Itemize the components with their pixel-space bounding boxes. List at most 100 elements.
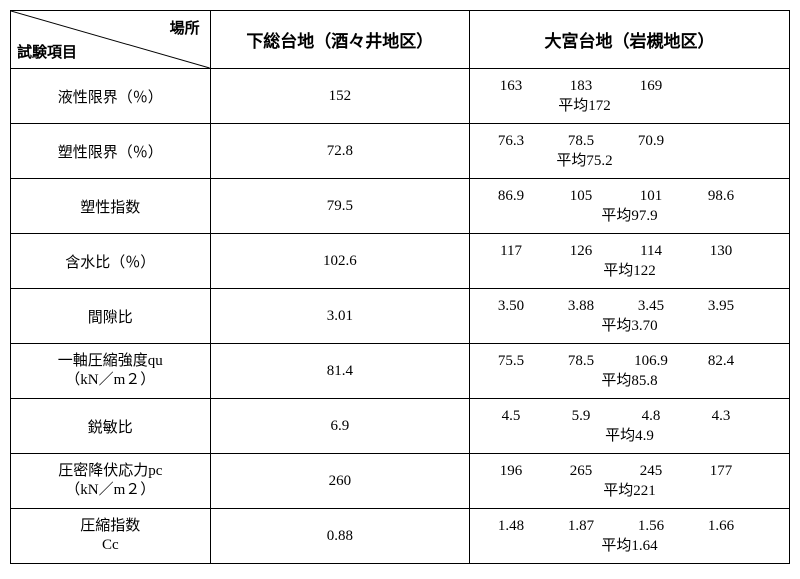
omiya-value: 76.3 bbox=[476, 132, 546, 150]
table-body: 液性限界（％）152163183169平均172塑性限界（％）72.876.37… bbox=[11, 69, 790, 564]
header-row: 試験項目 場所 下総台地（酒々井地区） 大宮台地（岩槻地区） bbox=[11, 11, 790, 69]
value-omiya: 75.578.5106.982.4 平均85.8 bbox=[470, 344, 790, 399]
soil-test-table: 試験項目 場所 下総台地（酒々井地区） 大宮台地（岩槻地区） 液性限界（％）15… bbox=[10, 10, 790, 564]
omiya-average: 平均85.8 bbox=[476, 372, 783, 390]
omiya-values: 76.378.570.9 bbox=[476, 132, 783, 150]
omiya-value: 75.5 bbox=[476, 352, 546, 370]
omiya-value: 1.56 bbox=[616, 517, 686, 535]
omiya-value: 126 bbox=[546, 242, 616, 260]
row-label: 圧密降伏応力pc（kN／m２） bbox=[11, 454, 211, 509]
omiya-values: 196265245177 bbox=[476, 462, 783, 480]
omiya-value: 114 bbox=[616, 242, 686, 260]
omiya-values: 75.578.5106.982.4 bbox=[476, 352, 783, 370]
omiya-value: 1.87 bbox=[546, 517, 616, 535]
omiya-value: 130 bbox=[686, 242, 756, 260]
header-row-label: 試験項目 bbox=[17, 41, 77, 62]
omiya-values: 117126114130 bbox=[476, 242, 783, 260]
value-shimousa: 81.4 bbox=[210, 344, 469, 399]
table-row: 塑性指数79.5 86.910510198.6 平均97.9 bbox=[11, 179, 790, 234]
omiya-value: 3.88 bbox=[546, 297, 616, 315]
value-shimousa: 260 bbox=[210, 454, 469, 509]
row-label: 鋭敏比 bbox=[11, 399, 211, 454]
omiya-average: 平均97.9 bbox=[476, 207, 783, 225]
row-label: 液性限界（％） bbox=[11, 69, 211, 124]
omiya-value: 78.5 bbox=[546, 132, 616, 150]
omiya-value: 86.9 bbox=[476, 187, 546, 205]
omiya-value: 117 bbox=[476, 242, 546, 260]
omiya-value: 3.95 bbox=[686, 297, 756, 315]
omiya-value: 78.5 bbox=[546, 352, 616, 370]
value-omiya: 196265245177 平均221 bbox=[470, 454, 790, 509]
omiya-values: 3.503.883.453.95 bbox=[476, 297, 783, 315]
value-omiya: 3.503.883.453.95 平均3.70 bbox=[470, 289, 790, 344]
row-label: 塑性限界（％） bbox=[11, 124, 211, 179]
omiya-value: 196 bbox=[476, 462, 546, 480]
omiya-average: 平均75.2 bbox=[476, 152, 783, 170]
table-row: 間隙比3.01 3.503.883.453.95 平均3.70 bbox=[11, 289, 790, 344]
omiya-value: 5.9 bbox=[546, 407, 616, 425]
table-row: 含水比（％）102.6 117126114130 平均122 bbox=[11, 234, 790, 289]
value-omiya: 76.378.570.9 平均75.2 bbox=[470, 124, 790, 179]
row-label-line: 一軸圧縮強度qu bbox=[11, 352, 210, 372]
omiya-value: 245 bbox=[616, 462, 686, 480]
value-shimousa: 6.9 bbox=[210, 399, 469, 454]
row-label: 塑性指数 bbox=[11, 179, 211, 234]
omiya-average: 平均172 bbox=[476, 97, 783, 115]
header-col-label: 場所 bbox=[170, 17, 200, 38]
omiya-value: 169 bbox=[616, 77, 686, 95]
table-row: 一軸圧縮強度qu（kN／m２）81.4 75.578.5106.982.4 平均85… bbox=[11, 344, 790, 399]
omiya-values: 1.481.871.561.66 bbox=[476, 517, 783, 535]
row-label: 間隙比 bbox=[11, 289, 211, 344]
omiya-values: 86.910510198.6 bbox=[476, 187, 783, 205]
row-label-line: 圧密降伏応力pc bbox=[11, 462, 210, 482]
omiya-value: 106.9 bbox=[616, 352, 686, 370]
value-shimousa: 3.01 bbox=[210, 289, 469, 344]
omiya-values: 163183169 bbox=[476, 77, 783, 95]
row-label: 一軸圧縮強度qu（kN／m２） bbox=[11, 344, 211, 399]
omiya-value: 70.9 bbox=[616, 132, 686, 150]
header-col-omiya: 大宮台地（岩槻地区） bbox=[470, 11, 790, 69]
omiya-value: 101 bbox=[616, 187, 686, 205]
omiya-average: 平均3.70 bbox=[476, 317, 783, 335]
row-label: 含水比（％） bbox=[11, 234, 211, 289]
row-label-line: （kN／m２） bbox=[11, 481, 210, 501]
omiya-value: 3.45 bbox=[616, 297, 686, 315]
value-shimousa: 72.8 bbox=[210, 124, 469, 179]
table-row: 圧密降伏応力pc（kN／m２）260 196265245177 平均221 bbox=[11, 454, 790, 509]
omiya-average: 平均1.64 bbox=[476, 537, 783, 555]
header-col-shimousa: 下総台地（酒々井地区） bbox=[210, 11, 469, 69]
table-row: 塑性限界（％）72.8 76.378.570.9 平均75.2 bbox=[11, 124, 790, 179]
omiya-value: 183 bbox=[546, 77, 616, 95]
omiya-values: 4.55.94.84.3 bbox=[476, 407, 783, 425]
row-label-line: （kN／m２） bbox=[11, 371, 210, 391]
omiya-average: 平均221 bbox=[476, 482, 783, 500]
value-shimousa: 102.6 bbox=[210, 234, 469, 289]
value-shimousa: 0.88 bbox=[210, 509, 469, 564]
value-omiya: 163183169 平均172 bbox=[470, 69, 790, 124]
omiya-value: 82.4 bbox=[686, 352, 756, 370]
value-shimousa: 79.5 bbox=[210, 179, 469, 234]
value-shimousa: 152 bbox=[210, 69, 469, 124]
omiya-average: 平均4.9 bbox=[476, 427, 783, 445]
omiya-value: 105 bbox=[546, 187, 616, 205]
value-omiya: 1.481.871.561.66 平均1.64 bbox=[470, 509, 790, 564]
omiya-value: 4.5 bbox=[476, 407, 546, 425]
table-row: 液性限界（％）152 163183169 平均172 bbox=[11, 69, 790, 124]
omiya-value: 163 bbox=[476, 77, 546, 95]
omiya-value: 1.48 bbox=[476, 517, 546, 535]
omiya-value: 98.6 bbox=[686, 187, 756, 205]
table-row: 圧縮指数Cc0.88 1.481.871.561.66 平均1.64 bbox=[11, 509, 790, 564]
omiya-value: 4.3 bbox=[686, 407, 756, 425]
header-diagonal-cell: 試験項目 場所 bbox=[11, 11, 211, 69]
omiya-value: 265 bbox=[546, 462, 616, 480]
omiya-value: 3.50 bbox=[476, 297, 546, 315]
value-omiya: 86.910510198.6 平均97.9 bbox=[470, 179, 790, 234]
table-row: 鋭敏比6.9 4.55.94.84.3 平均4.9 bbox=[11, 399, 790, 454]
row-label-line: Cc bbox=[11, 536, 210, 556]
row-label-line: 圧縮指数 bbox=[11, 517, 210, 537]
omiya-value: 4.8 bbox=[616, 407, 686, 425]
value-omiya: 4.55.94.84.3 平均4.9 bbox=[470, 399, 790, 454]
omiya-value: 177 bbox=[686, 462, 756, 480]
omiya-average: 平均122 bbox=[476, 262, 783, 280]
value-omiya: 117126114130 平均122 bbox=[470, 234, 790, 289]
